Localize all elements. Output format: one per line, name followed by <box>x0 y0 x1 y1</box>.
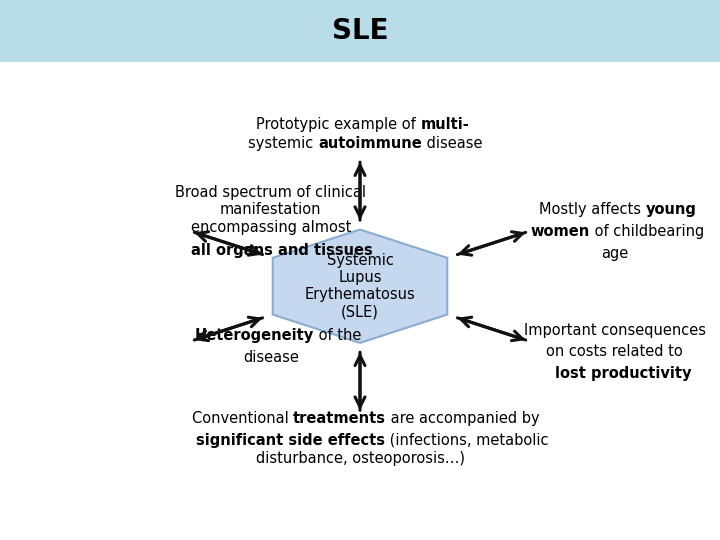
Text: significant side effects: significant side effects <box>196 433 384 448</box>
Text: of the: of the <box>314 328 361 343</box>
Text: on costs related to: on costs related to <box>546 344 683 359</box>
Text: (infections, metabolic: (infections, metabolic <box>384 433 548 448</box>
Text: Prototypic example of: Prototypic example of <box>256 117 420 132</box>
Text: disease: disease <box>422 136 482 151</box>
Text: Broad spectrum of clinical
manifestation
encompassing almost: Broad spectrum of clinical manifestation… <box>176 185 366 235</box>
Text: lost productivity: lost productivity <box>555 366 692 381</box>
Text: multi-: multi- <box>420 117 469 132</box>
Text: systemic: systemic <box>248 136 318 151</box>
Text: all organs and tissues: all organs and tissues <box>191 243 372 258</box>
Text: of childbearing: of childbearing <box>590 224 704 239</box>
Text: young: young <box>645 202 696 218</box>
Text: are accompanied by: are accompanied by <box>386 411 540 426</box>
Text: Important consequences: Important consequences <box>523 322 706 338</box>
Text: autoimmune: autoimmune <box>318 136 422 151</box>
Text: disturbance, osteoporosis…): disturbance, osteoporosis…) <box>256 451 464 467</box>
Text: Conventional: Conventional <box>192 411 293 426</box>
Polygon shape <box>273 230 447 343</box>
Text: SLE: SLE <box>332 17 388 45</box>
Bar <box>0 0 720 62</box>
Text: women: women <box>531 224 590 239</box>
Text: Systemic
Lupus
Erythematosus
(SLE): Systemic Lupus Erythematosus (SLE) <box>305 253 415 320</box>
Text: disease: disease <box>243 349 299 364</box>
Text: Heterogeneity: Heterogeneity <box>195 328 314 343</box>
Text: treatments: treatments <box>293 411 386 426</box>
Text: Mostly affects: Mostly affects <box>539 202 645 218</box>
Text: age: age <box>601 246 629 261</box>
